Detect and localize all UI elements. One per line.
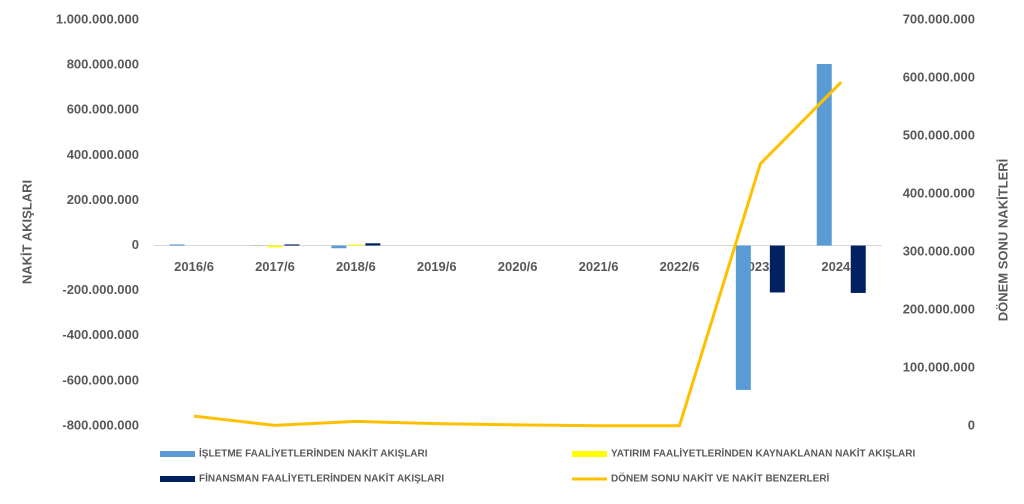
y2-tick-label: 700.000.000 xyxy=(903,11,975,26)
y2-tick-label: 200.000.000 xyxy=(903,301,975,316)
bar xyxy=(735,245,751,390)
bar xyxy=(816,63,832,246)
legend-label: DÖNEM SONU NAKİT VE NAKİT BENZERLERİ xyxy=(611,472,830,485)
x-tick-label: 2020/6 xyxy=(498,259,538,274)
legend-swatch xyxy=(572,451,607,457)
legend-item: İŞLETME FAALİYETLERİNDEN NAKİT AKIŞLARI xyxy=(160,447,428,460)
bar xyxy=(331,245,347,249)
x-tick-label: 2022/6 xyxy=(660,259,700,274)
bar xyxy=(365,243,381,246)
y2-tick-label: 400.000.000 xyxy=(903,185,975,200)
line xyxy=(193,81,843,428)
x-tick-label: 2017/6 xyxy=(255,259,295,274)
bar xyxy=(769,245,785,293)
bar xyxy=(348,244,364,246)
legend: İŞLETME FAALİYETLERİNDEN NAKİT AKIŞLARI Y… xyxy=(160,447,915,485)
y2-tick-label: 0 xyxy=(968,417,975,432)
x-tick-label: 2021/6 xyxy=(579,259,619,274)
legend-label: FİNANSMAN FAALİYETLERİNDEN NAKİT AKIŞLAR… xyxy=(199,472,444,485)
legend-swatch xyxy=(160,451,195,457)
y-tick-label: -400.000.000 xyxy=(62,327,139,342)
legend-item: DÖNEM SONU NAKİT VE NAKİT BENZERLERİ xyxy=(572,472,830,485)
bar xyxy=(267,245,283,248)
y-axis-title: NAKİT AKIŞLARI xyxy=(19,180,34,284)
y-tick-label: 600.000.000 xyxy=(67,102,139,117)
y-tick-label: -200.000.000 xyxy=(62,282,139,297)
y2-tick-label: 500.000.000 xyxy=(903,127,975,142)
legend-swatch xyxy=(160,476,195,482)
y2-tick-label: 600.000.000 xyxy=(903,69,975,84)
bar xyxy=(284,244,300,246)
legend-label: İŞLETME FAALİYETLERİNDEN NAKİT AKIŞLARI xyxy=(199,447,428,460)
y-tick-label: -600.000.000 xyxy=(62,372,139,387)
x-tick-label: 2019/6 xyxy=(417,259,457,274)
legend-item: YATIRIM FAALİYETLERİNDEN KAYNAKLANAN NAK… xyxy=(572,447,915,460)
y2-tick-label: 100.000.000 xyxy=(903,359,975,374)
y-tick-label: 1.000.000.000 xyxy=(56,11,139,26)
bar xyxy=(850,245,866,293)
y-tick-label: -800.000.000 xyxy=(62,417,139,432)
x-tick-label: 2018/6 xyxy=(336,259,376,274)
y2-tick-label: 300.000.000 xyxy=(903,243,975,258)
y-tick-label: 400.000.000 xyxy=(67,147,139,162)
y-tick-label: 200.000.000 xyxy=(67,192,139,207)
legend-label: YATIRIM FAALİYETLERİNDEN KAYNAKLANAN NAK… xyxy=(611,447,915,460)
y2-axis-title: DÖNEM SONU NAKİTLERİ xyxy=(995,159,1010,322)
bar xyxy=(169,244,185,246)
x-tick-label: 2016/6 xyxy=(174,259,214,274)
y-tick-label: 800.000.000 xyxy=(67,57,139,72)
y-tick-label: 0 xyxy=(132,237,139,252)
legend-item: FİNANSMAN FAALİYETLERİNDEN NAKİT AKIŞLAR… xyxy=(160,472,444,485)
